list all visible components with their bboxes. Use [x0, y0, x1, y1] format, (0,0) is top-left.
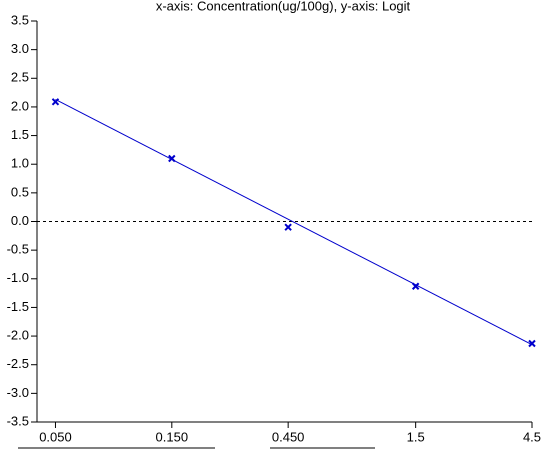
- marker: [528, 339, 536, 348]
- y-tick-label: -1.5: [7, 299, 29, 314]
- x-tick-label: 4.5: [523, 429, 541, 444]
- x-tick-label: 0.050: [39, 429, 72, 444]
- y-tick-label: 3.5: [11, 12, 29, 27]
- y-tick-label: -2.5: [7, 356, 29, 371]
- y-tick-label: 0.0: [11, 213, 29, 228]
- chart-title: x-axis: Concentration(ug/100g), y-axis: …: [156, 0, 411, 13]
- y-tick-label: -1.0: [7, 270, 29, 285]
- y-tick-label: 3.0: [11, 41, 29, 56]
- y-tick-label: -3.5: [7, 413, 29, 428]
- x-tick-label: 0.450: [272, 429, 305, 444]
- y-tick-label: -3.0: [7, 385, 29, 400]
- marker: [51, 98, 60, 106]
- y-tick-label: 1.5: [11, 127, 29, 142]
- y-tick-label: -0.5: [7, 242, 29, 257]
- x-tick-label: 0.150: [156, 429, 189, 444]
- y-tick-label: 2.5: [11, 70, 29, 85]
- y-tick-label: 2.0: [11, 98, 29, 113]
- y-tick-label: -2.0: [7, 328, 29, 343]
- marker: [284, 223, 292, 231]
- x-tick-label: 1.5: [407, 429, 425, 444]
- y-tick-label: 1.0: [11, 156, 29, 171]
- y-tick-label: 0.5: [11, 184, 29, 199]
- fit-line: [55, 99, 533, 346]
